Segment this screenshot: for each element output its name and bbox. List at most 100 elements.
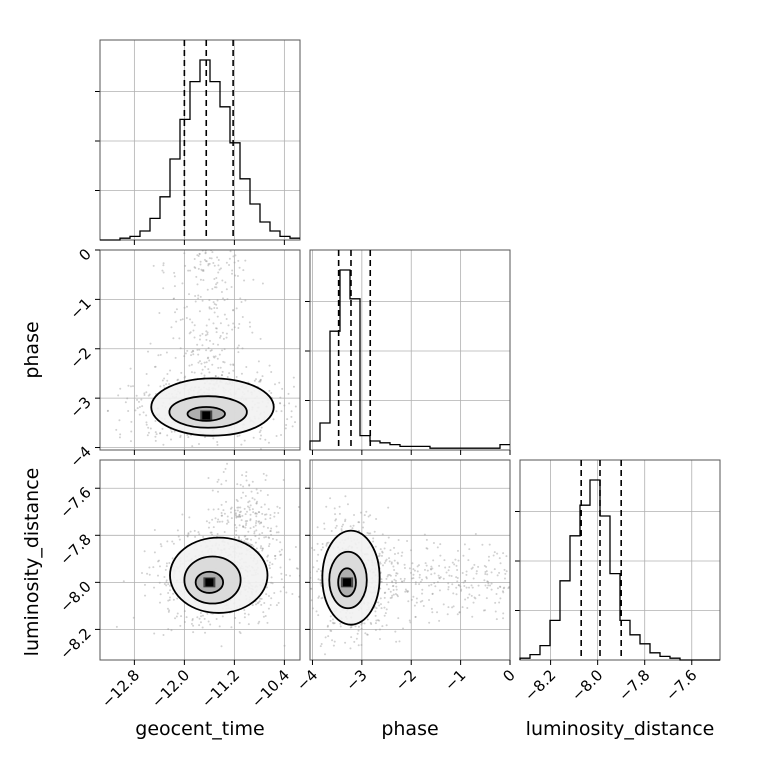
panel-geocent_time-vs-phase-point [244, 299, 247, 302]
panel-phase-vs-luminosity_distance-point [330, 629, 333, 632]
panel-phase-vs-luminosity_distance-point [431, 567, 434, 570]
panel-phase-vs-luminosity_distance-point [492, 554, 495, 557]
panel-geocent_time-vs-phase-point [200, 372, 203, 375]
ylabel-phase: phase [21, 321, 43, 378]
panel-phase-vs-luminosity_distance-point [394, 630, 397, 633]
panel-geocent_time-vs-phase-point [235, 307, 238, 310]
panel-phase-vs-luminosity_distance-point [496, 552, 499, 555]
panel-phase-vs-luminosity_distance-point [387, 601, 390, 604]
panel-geocent_time-vs-luminosity_distance-point [180, 615, 183, 618]
panel-geocent_time-vs-luminosity_distance-point [234, 617, 237, 620]
panel-phase-vs-luminosity_distance-point [458, 611, 461, 614]
panel-phase-vs-luminosity_distance-point [317, 614, 320, 617]
panel-geocent_time-vs-luminosity_distance-point [227, 521, 230, 524]
panel-geocent_time-vs-luminosity_distance-point [295, 567, 298, 570]
panel-phase-vs-luminosity_distance-point [461, 572, 464, 575]
panel-phase-vs-luminosity_distance-point [488, 543, 491, 546]
panel-phase-vs-luminosity_distance-point [445, 571, 448, 574]
panel-geocent_time-vs-phase-point [245, 366, 248, 369]
panel-phase-vs-luminosity_distance-point [487, 559, 490, 562]
panel-geocent_time-vs-phase-point [204, 365, 207, 368]
panel-phase-vs-luminosity_distance-point [410, 598, 413, 601]
panel-geocent_time-vs-luminosity_distance-point [251, 604, 254, 607]
panel-geocent_time-vs-luminosity_distance-point [159, 593, 162, 596]
panel-phase-vs-luminosity_distance-point [430, 607, 433, 610]
panel-geocent_time-vs-phase-point [208, 371, 211, 374]
panel-phase-vs-luminosity_distance-point [465, 570, 468, 573]
panel-phase-vs-luminosity_distance-point [381, 625, 384, 628]
panel-phase-vs-luminosity_distance-point [444, 566, 447, 569]
panel-phase-vs-luminosity_distance-point [372, 540, 375, 543]
panel-geocent_time-vs-luminosity_distance-point [159, 543, 162, 546]
panel-geocent_time-vs-phase-point [241, 316, 244, 319]
panel-phase-vs-luminosity_distance-point [400, 580, 403, 583]
panel-geocent_time-vs-phase-point [163, 377, 166, 380]
panel-geocent_time-vs-luminosity_distance-point [256, 602, 259, 605]
panel-geocent_time-vs-phase-point [212, 262, 215, 265]
panel-geocent_time-vs-phase-point [149, 342, 152, 345]
panel-geocent_time-vs-phase-point [165, 351, 168, 354]
panel-geocent_time-vs-luminosity_distance-point [269, 530, 272, 533]
panel-geocent_time-vs-phase-point [118, 419, 121, 422]
panel-geocent_time-vs-phase-point [234, 254, 237, 257]
panel-geocent_time-vs-luminosity_distance-point [261, 512, 264, 515]
panel-phase-vs-luminosity_distance-point [483, 564, 486, 567]
panel-geocent_time-vs-luminosity_distance-point [254, 524, 257, 527]
panel-geocent_time-vs-phase-point [135, 394, 138, 397]
panel-geocent_time-vs-luminosity_distance-point [246, 538, 249, 541]
panel-geocent_time-vs-phase-point [240, 443, 243, 446]
panel-geocent_time-vs-phase-point [294, 405, 297, 408]
hist-phase-frame [309, 249, 511, 451]
panel-geocent_time-vs-phase-point [201, 332, 204, 335]
panel-geocent_time-vs-phase-point [179, 436, 182, 439]
panel-geocent_time-vs-luminosity_distance-point [264, 536, 267, 539]
xlabel-phase: phase [381, 718, 438, 740]
panel-geocent_time-vs-phase-point [307, 410, 309, 412]
panel-geocent_time-vs-luminosity_distance-point [237, 515, 240, 518]
panel-geocent_time-vs-phase-point [232, 364, 235, 367]
panel-geocent_time-vs-phase-point [184, 375, 187, 378]
panel-geocent_time-vs-phase-point [189, 269, 192, 272]
xtick-label-geocent_time-1: −12.0 [148, 666, 193, 711]
panel-phase-vs-luminosity_distance-point [424, 562, 427, 565]
panel-phase-vs-luminosity_distance-point [490, 588, 493, 591]
panel-phase-vs-luminosity_distance-point [455, 586, 458, 589]
panel-geocent_time-vs-luminosity_distance-point [254, 512, 257, 515]
panel-geocent_time-vs-luminosity_distance-point [242, 525, 245, 528]
panel-geocent_time-vs-phase-point [216, 357, 219, 360]
panel-phase-vs-luminosity_distance-point [334, 513, 337, 516]
panel-geocent_time-vs-luminosity_distance-point [264, 478, 267, 481]
panel-phase-vs-luminosity_distance-point [397, 538, 400, 541]
panel-geocent_time-vs-luminosity_distance-point [297, 505, 300, 508]
panel-geocent_time-vs-luminosity_distance-point [262, 611, 265, 614]
panel-phase-vs-luminosity_distance-point [404, 590, 407, 593]
panel-phase-vs-luminosity_distance-point [341, 525, 344, 528]
panel-phase-vs-luminosity_distance-point [385, 558, 388, 561]
panel-geocent_time-vs-phase-point [243, 439, 246, 442]
panel-geocent_time-vs-phase-point [210, 257, 213, 260]
panel-geocent_time-vs-phase-point [193, 324, 196, 327]
panel-geocent_time-vs-luminosity_distance-point [217, 508, 220, 511]
panel-geocent_time-vs-luminosity_distance-point [248, 483, 251, 486]
panel-phase-vs-luminosity_distance-point [484, 570, 487, 573]
panel-geocent_time-vs-luminosity_distance-point [187, 532, 190, 535]
panel-geocent_time-vs-luminosity_distance-point [262, 472, 265, 475]
panel-phase-vs-luminosity_distance-point [490, 571, 493, 574]
panel-geocent_time-vs-phase-point [208, 262, 211, 265]
panel-geocent_time-vs-phase-point [219, 336, 222, 339]
panel-phase-vs-luminosity_distance-point [332, 644, 335, 647]
panel-phase-vs-luminosity_distance-point [392, 593, 395, 596]
panel-geocent_time-vs-phase-point [93, 418, 95, 420]
panel-geocent_time-vs-luminosity_distance-point [226, 519, 229, 522]
panel-geocent_time-vs-luminosity_distance-point [191, 617, 194, 620]
panel-geocent_time-vs-luminosity_distance-point [230, 506, 233, 509]
panel-geocent_time-vs-luminosity_distance-point [167, 592, 170, 595]
panel-geocent_time-vs-luminosity_distance-point [201, 626, 204, 629]
panel-geocent_time-vs-phase-point [266, 462, 268, 464]
panel-geocent_time-vs-luminosity_distance-point [218, 520, 221, 523]
panel-geocent_time-vs-luminosity_distance-point [165, 579, 168, 582]
panel-phase-vs-luminosity_distance-point [421, 588, 424, 591]
panel-geocent_time-vs-phase-point [237, 326, 240, 329]
panel-geocent_time-vs-phase-point [213, 277, 216, 280]
